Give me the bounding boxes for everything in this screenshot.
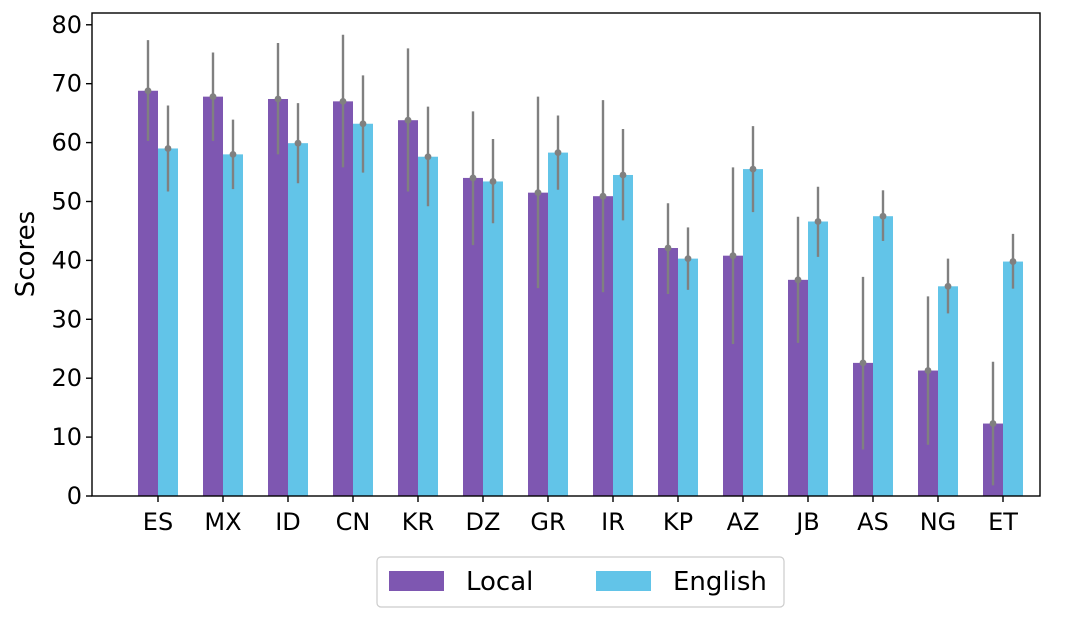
y-tick-label: 40 xyxy=(51,246,82,274)
legend-swatch-english xyxy=(596,571,651,591)
mean-point xyxy=(534,189,542,197)
mean-point xyxy=(469,174,477,182)
x-tick-label: ET xyxy=(988,508,1018,536)
bar-english xyxy=(808,221,828,496)
mean-point xyxy=(859,359,867,367)
mean-point xyxy=(274,95,282,103)
mean-point xyxy=(554,149,562,156)
y-tick-label: 10 xyxy=(51,423,82,451)
y-axis: 0 10 20 30 40 50 60 70 80 xyxy=(51,11,92,510)
mean-point xyxy=(1009,258,1017,265)
bar-local xyxy=(788,279,808,496)
bar-local xyxy=(138,90,158,496)
mean-point xyxy=(944,282,952,290)
y-tick-label: 20 xyxy=(51,364,82,392)
bar-english xyxy=(418,156,438,496)
mean-point xyxy=(989,420,997,427)
bar-local xyxy=(593,196,613,496)
legend: Local English xyxy=(376,556,785,608)
y-tick-label: 80 xyxy=(51,11,82,39)
bar-local xyxy=(333,101,353,496)
x-tick-label: AS xyxy=(857,508,889,536)
mean-point xyxy=(424,153,432,161)
mean-point xyxy=(879,212,887,220)
bar-local xyxy=(658,248,678,496)
x-axis: ES MX ID CN KR DZ GR IR KP AZ JB AS NG ET xyxy=(143,496,1018,536)
bar-english xyxy=(223,154,243,497)
y-axis-label: Scores xyxy=(11,211,41,297)
legend-label-local: Local xyxy=(466,567,533,597)
mean-point xyxy=(599,192,607,200)
mean-point xyxy=(664,244,672,252)
mean-point xyxy=(229,150,237,158)
bar-local xyxy=(268,98,288,496)
bar-local xyxy=(528,192,548,496)
bar-english xyxy=(678,258,698,496)
x-tick-label: MX xyxy=(204,508,241,536)
mean-point xyxy=(794,276,802,284)
bar-local xyxy=(398,120,418,496)
x-tick-label: JB xyxy=(794,508,820,536)
bar-english xyxy=(158,148,178,496)
x-tick-label: ID xyxy=(275,508,301,536)
bar-local xyxy=(723,255,743,496)
mean-point xyxy=(619,171,627,179)
x-tick-label: KP xyxy=(663,508,693,536)
mean-point xyxy=(749,165,757,173)
bar-english xyxy=(1003,261,1023,496)
bar-english xyxy=(743,169,763,496)
bar-english xyxy=(873,216,893,496)
x-tick-label: NG xyxy=(920,508,957,536)
mean-point xyxy=(339,97,347,105)
bar-english xyxy=(613,174,633,497)
mean-point xyxy=(294,139,302,147)
legend-swatch-local xyxy=(389,571,444,591)
error-bars-layer xyxy=(144,34,1017,486)
bar-english xyxy=(483,181,503,496)
x-tick-label: CN xyxy=(336,508,371,536)
y-tick-label: 60 xyxy=(51,129,82,157)
mean-point xyxy=(404,116,412,124)
bar-english xyxy=(548,152,568,496)
y-tick-label: 0 xyxy=(67,482,82,510)
y-tick-label: 70 xyxy=(51,70,82,98)
bar-local xyxy=(463,177,483,497)
plot-area-frame xyxy=(91,12,1041,497)
x-tick-label: KR xyxy=(402,508,434,536)
bar-english xyxy=(353,123,373,497)
mean-point xyxy=(729,252,737,260)
bar-english xyxy=(938,286,958,496)
x-tick-label: GR xyxy=(530,508,565,536)
x-tick-label: IR xyxy=(601,508,625,536)
mean-point xyxy=(209,93,217,101)
bar-english xyxy=(288,143,308,497)
mean-point xyxy=(684,255,692,263)
y-tick-label: 50 xyxy=(51,187,82,215)
bar-local xyxy=(203,96,223,496)
bars-layer xyxy=(138,90,1023,497)
mean-point xyxy=(144,87,152,95)
mean-point xyxy=(164,145,172,152)
mean-point xyxy=(489,178,497,185)
x-tick-label: DZ xyxy=(466,508,501,536)
legend-label-english: English xyxy=(673,567,767,597)
x-tick-label: ES xyxy=(143,508,173,536)
legend-box xyxy=(376,556,785,608)
mean-point xyxy=(814,218,822,225)
x-tick-label: AZ xyxy=(727,508,760,536)
mean-point xyxy=(924,367,932,374)
mean-point xyxy=(359,120,367,128)
y-tick-label: 30 xyxy=(51,305,82,333)
